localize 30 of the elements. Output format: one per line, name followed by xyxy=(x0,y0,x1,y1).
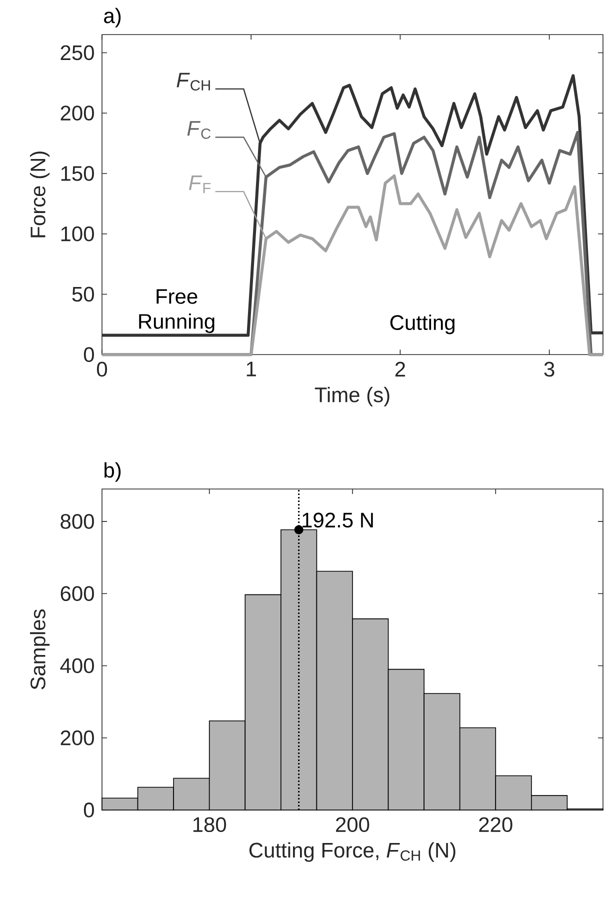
x-tick-label: 2 xyxy=(395,362,405,376)
y-tick-label: 200 xyxy=(60,106,94,121)
x-tick-label: 0 xyxy=(96,362,108,377)
chart-title: b) xyxy=(104,462,121,482)
y-tick-label: 150 xyxy=(61,166,94,181)
y-tick-label: 50 xyxy=(72,286,94,302)
x-tick-label: 220 xyxy=(479,817,512,832)
y-tick-label: 600 xyxy=(60,586,94,602)
annotation: Cutting xyxy=(390,314,454,334)
annotation: 192.5 N xyxy=(302,512,373,528)
annotation: Free Running xyxy=(139,289,214,334)
text: F$_{C}$ xyxy=(187,121,211,139)
x-axis-title: Time (s) xyxy=(314,386,390,406)
x-tick-label: 1 xyxy=(246,362,256,376)
y-tick-label: 100 xyxy=(61,226,94,242)
y-axis-title: Force (N) xyxy=(30,152,50,238)
x-axis-title: Cutting Force, F$_{CH}$ (N) xyxy=(249,842,456,862)
y-tick-label: 800 xyxy=(60,514,94,529)
text: F$_{F}$ xyxy=(188,176,211,194)
y-tick-label: 0 xyxy=(84,347,94,362)
x-tick-label: 200 xyxy=(336,817,370,832)
y-tick-label: 200 xyxy=(60,730,94,746)
y-axis-title: Samples xyxy=(30,609,50,690)
chart-title: a) xyxy=(104,8,121,28)
y-tick-label: 250 xyxy=(60,45,94,60)
x-tick-label: 180 xyxy=(193,817,226,832)
y-tick-label: 400 xyxy=(60,658,94,674)
text: F$_{CH}$ xyxy=(176,72,210,91)
x-tick-label: 3 xyxy=(544,362,554,377)
y-tick-label: 0 xyxy=(84,802,94,818)
